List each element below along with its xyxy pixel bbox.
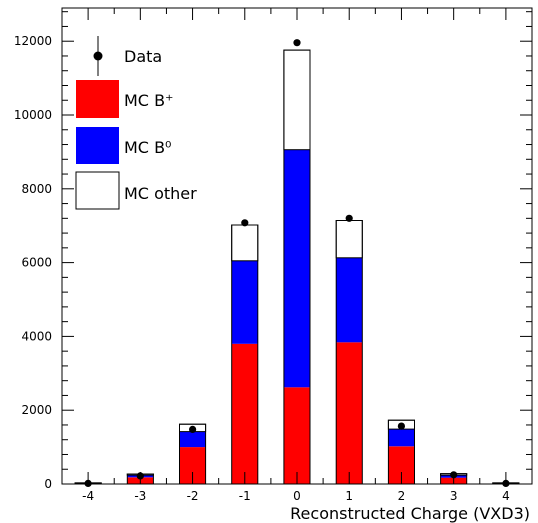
x-tick-label-4: 0 (293, 489, 301, 503)
x-tick-label-1: -3 (134, 489, 146, 503)
data-point-3 (241, 219, 249, 227)
bar-segment-mc-b--5 (336, 257, 363, 343)
legend-label-1: MC B⁰ (124, 138, 171, 157)
bars-layer (74, 49, 520, 485)
y-tick-label-2: 4000 (21, 329, 52, 343)
y-tick-label-1: 2000 (21, 403, 52, 417)
y-tick-label-0: 0 (44, 477, 52, 491)
legend-item-0: MC B⁺ (76, 80, 173, 118)
x-tick-label-8: 4 (502, 489, 510, 503)
bar-segment-mc-other-5 (335, 220, 363, 259)
y-tick-label-5: 10000 (14, 108, 52, 122)
data-point-4 (293, 39, 301, 47)
bar-segment-mc-b--4 (283, 387, 310, 484)
x-tick-label-5: 1 (345, 489, 353, 503)
legend-item-2: MC other (75, 171, 197, 210)
x-tick-label-7: 3 (450, 489, 458, 503)
x-axis-label: Reconstructed Charge (VXD3) (290, 504, 530, 523)
y-tick-label-4: 8000 (21, 182, 52, 196)
legend-swatch-0 (76, 80, 119, 118)
y-axis: 0 2000 4000 6000 8000 10000 12000 (14, 11, 532, 491)
legend-label-2: MC other (124, 184, 197, 203)
bar-segment-mc-other-3 (231, 224, 259, 262)
data-point-5 (345, 214, 353, 222)
x-axis: -4 -3 -2 -1 0 1 2 3 4 (61, 8, 533, 503)
legend-label-0: MC B⁺ (124, 91, 173, 110)
y-tick-label-3: 6000 (21, 256, 52, 270)
bar-segment-mc-b--5 (336, 342, 363, 484)
bar-segment-mc-b--4 (283, 149, 310, 388)
legend-label-data: Data (124, 47, 162, 66)
x-tick-label-3: -1 (239, 489, 251, 503)
legend-swatch-1 (76, 127, 119, 164)
bar-segment-mc-b--3 (231, 343, 258, 484)
x-tick-label-0: -4 (82, 489, 94, 503)
bar-segment-mc-b--3 (231, 260, 258, 344)
legend: Data MC B⁺ MC B⁰ MC other (75, 36, 197, 210)
data-point-2 (189, 425, 197, 433)
x-tick-label-6: 2 (398, 489, 406, 503)
data-point-6 (397, 422, 405, 430)
bar-segment-mc-other-4 (283, 49, 311, 151)
legend-item-1: MC B⁰ (76, 127, 171, 164)
legend-item-data: Data (93, 36, 162, 76)
bar-segment-mc-b--6 (388, 429, 415, 447)
y-tick-label-6: 12000 (14, 34, 52, 48)
x-tick-label-2: -2 (187, 489, 199, 503)
legend-swatch-2 (75, 171, 120, 210)
data-points-layer (84, 39, 510, 487)
bar-segment-mc-b--2 (179, 431, 206, 448)
legend-data-marker (93, 51, 103, 61)
